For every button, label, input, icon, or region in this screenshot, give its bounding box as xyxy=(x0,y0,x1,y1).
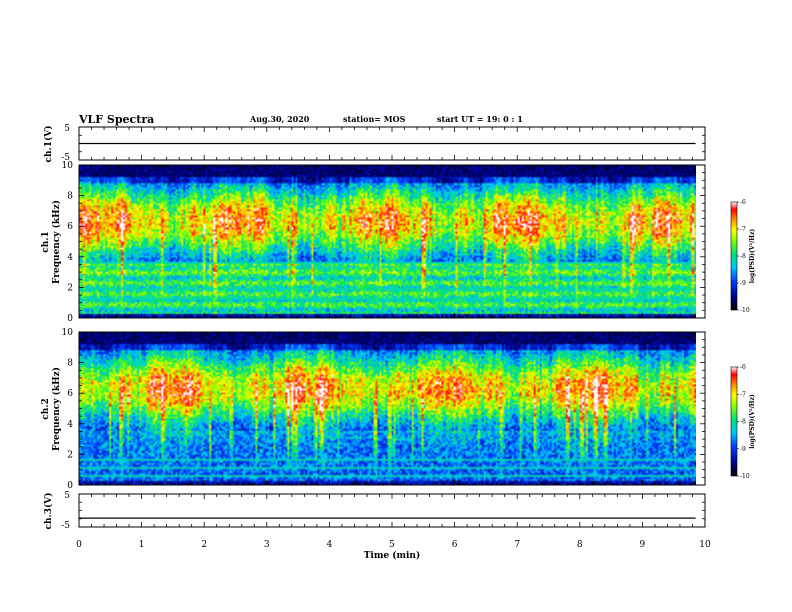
colorbar-gradient xyxy=(730,366,738,477)
y-tick-label: 4 xyxy=(67,420,73,430)
ch1-waveform-trace xyxy=(79,126,705,161)
ch2-colorbar: -6 -7 -8 -9 -10 log(PSD)(V²/Hz) xyxy=(730,364,756,480)
ch1-spectrogram-ticks xyxy=(78,164,706,319)
ch1-spectrogram-ylabel-frequency: Frequency (kHz) xyxy=(51,200,62,284)
x-tick-label: 4 xyxy=(327,540,333,550)
figure-title: VLF Spectra xyxy=(78,113,154,126)
y-tick-label: 0 xyxy=(67,481,73,491)
ch1-spectrogram-ytick-labels: 0 2 4 6 8 10 xyxy=(62,161,74,324)
ch2-spectrogram-ticks xyxy=(78,331,706,486)
ch2-spectrogram-ylabel-channel: ch.2 xyxy=(41,398,51,419)
spectrogram-image xyxy=(79,332,696,485)
colorbar-tick-label: -10 xyxy=(740,473,750,480)
x-tick-label: 6 xyxy=(452,540,458,550)
y-tick-label: 8 xyxy=(67,192,73,202)
ch1-waveform-ylabel: ch.1(V) xyxy=(43,126,54,163)
colorbar-tick-label: -7 xyxy=(740,226,746,233)
y-tick-label: 10 xyxy=(62,328,74,338)
y-tick-label: 6 xyxy=(67,222,73,232)
colorbar-label: log(PSD)(V²/Hz) xyxy=(749,394,756,449)
x-tick-label: 10 xyxy=(699,540,711,550)
ch1-ytick-top: 5 xyxy=(64,124,70,134)
x-tick-label: 1 xyxy=(139,540,145,550)
ch2-spectrogram-ytick-labels: 0 2 4 6 8 10 xyxy=(62,328,74,491)
ch3-waveform-trace xyxy=(79,493,705,528)
ch1-spectrogram-panel: 0 2 4 6 8 10 ch.1 Frequency (kHz) -6 -7 -8 -9 -10… xyxy=(41,161,756,324)
y-tick-label: 0 xyxy=(67,314,73,324)
x-tick-label: 5 xyxy=(389,540,395,550)
x-tick-label: 2 xyxy=(201,540,207,550)
x-tick-label: 0 xyxy=(76,540,82,550)
colorbar-tick-label: -10 xyxy=(740,307,750,314)
x-axis-label: Time (min) xyxy=(364,550,421,561)
ch3-waveform-ticks xyxy=(78,494,706,527)
y-tick-label: 4 xyxy=(67,253,73,263)
station-label: station= MOS xyxy=(343,114,406,124)
x-tick-label: 3 xyxy=(264,540,270,550)
ch1-spectrogram-heatmap xyxy=(79,165,696,318)
ch3-waveform-ylabel: ch.3(V) xyxy=(43,493,54,530)
y-tick-label: 10 xyxy=(62,161,74,171)
x-tick-label: 9 xyxy=(640,540,646,550)
colorbar-gradient xyxy=(730,201,738,311)
ch1-colorbar: -6 -7 -8 -9 -10 log(PSD)(V²/Hz) xyxy=(730,199,756,314)
date-label: Aug.30, 2020 xyxy=(249,114,310,124)
ch3-ytick-top: 5 xyxy=(64,491,70,501)
ch3-ytick-bottom: -5 xyxy=(61,521,70,531)
x-tick-label: 7 xyxy=(514,540,520,550)
ch2-spectrogram-heatmap xyxy=(79,332,696,485)
ch1-ytick-bottom: -5 xyxy=(61,153,70,163)
ch1-waveform-panel: 5 -5 ch.1(V) xyxy=(43,124,706,163)
x-axis-tick-labels: 0 1 2 3 4 5 6 7 8 9 10 xyxy=(76,540,711,550)
x-tick-label: 8 xyxy=(577,540,583,550)
start-time-label: start UT = 19: 0 : 1 xyxy=(437,114,523,124)
colorbar-tick-label: -6 xyxy=(740,199,746,206)
colorbar-tick-label: -9 xyxy=(740,446,746,453)
y-tick-label: 2 xyxy=(67,283,73,293)
y-tick-label: 2 xyxy=(67,450,73,460)
colorbar-tick-label: -6 xyxy=(740,364,746,371)
colorbar-tick-label: -8 xyxy=(740,419,746,426)
y-tick-label: 6 xyxy=(67,389,73,399)
spectrogram-image xyxy=(79,165,696,318)
ch2-spectrogram-ylabel-frequency: Frequency (kHz) xyxy=(51,367,62,451)
ch2-spectrogram-panel: 0 2 4 6 8 10 ch.2 Frequency (kHz) -6 -7 -8 -9 -10… xyxy=(41,328,756,491)
y-tick-label: 8 xyxy=(67,359,73,369)
ch1-waveform-ticks xyxy=(78,127,706,160)
colorbar-label: log(PSD)(V²/Hz) xyxy=(749,229,756,284)
colorbar-tick-label: -7 xyxy=(740,391,746,398)
colorbar-tick-label: -8 xyxy=(740,253,746,260)
colorbar-tick-label: -9 xyxy=(740,280,746,287)
ch3-waveform-panel: 5 -5 ch.3(V) xyxy=(43,491,706,531)
ch1-spectrogram-ylabel-channel: ch.1 xyxy=(41,231,51,252)
